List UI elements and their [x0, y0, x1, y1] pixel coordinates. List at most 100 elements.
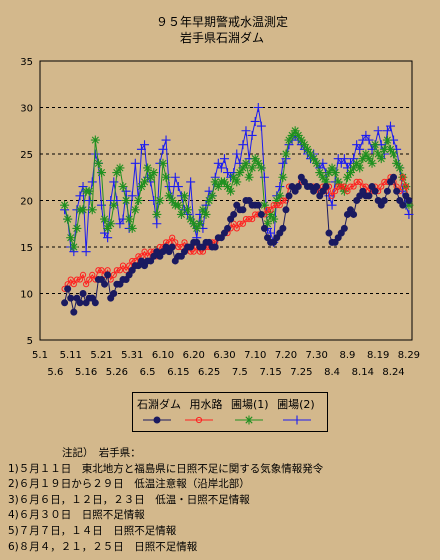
data-point: [147, 248, 154, 255]
data-point: [140, 177, 150, 187]
x-tick-label: 8.19: [367, 350, 389, 361]
data-point: [373, 126, 383, 136]
data-point: [327, 200, 337, 210]
data-point: [309, 154, 319, 164]
data-point: [78, 205, 88, 215]
data-point: [109, 200, 119, 210]
data-point: [404, 200, 414, 210]
data-point: [294, 183, 302, 191]
chart-title-line-1: ９５年早期警戒水温測定: [156, 14, 288, 29]
data-point: [266, 209, 276, 219]
data-point: [84, 186, 94, 196]
data-point: [115, 163, 125, 173]
data-point: [405, 197, 413, 204]
data-point: [83, 281, 90, 288]
data-point: [259, 200, 269, 210]
data-point: [242, 216, 250, 223]
data-point: [247, 130, 257, 140]
data-point: [121, 186, 131, 196]
data-point: [100, 228, 110, 238]
data-point: [176, 209, 186, 219]
data-point: [146, 172, 156, 182]
data-point: [70, 308, 78, 316]
data-point: [170, 172, 180, 182]
data-point: [178, 243, 185, 251]
series-line: [64, 175, 410, 290]
data-point: [364, 135, 374, 145]
data-point: [290, 126, 300, 136]
data-point: [238, 163, 248, 173]
data-point: [333, 177, 343, 187]
data-point: [79, 290, 87, 297]
data-point: [112, 168, 122, 178]
x-tick-label: 5.1: [32, 350, 48, 361]
data-point: [395, 163, 405, 173]
data-point: [186, 177, 196, 187]
data-point: [70, 281, 77, 288]
legend-marker: [195, 416, 203, 424]
data-point: [172, 239, 179, 246]
data-point: [367, 158, 377, 168]
data-point: [385, 121, 395, 131]
data-point: [352, 158, 362, 168]
data-point: [238, 140, 248, 150]
data-point: [198, 205, 208, 215]
data-point: [256, 163, 266, 173]
x-tick-label: 6.25: [198, 367, 220, 378]
data-point: [143, 163, 153, 173]
y-tick-label: 20: [20, 197, 33, 208]
data-point: [338, 183, 345, 190]
data-point: [110, 290, 118, 297]
data-point: [235, 168, 245, 178]
data-point: [173, 182, 183, 192]
data-point: [219, 177, 229, 187]
data-point: [86, 276, 93, 283]
data-point: [315, 168, 325, 178]
legend-label-field-1: 圃場(1): [231, 398, 269, 411]
data-point: [239, 206, 247, 214]
data-point: [254, 201, 262, 209]
data-point: [371, 187, 379, 195]
data-point: [204, 186, 214, 196]
data-point: [259, 172, 269, 182]
data-point: [342, 172, 352, 182]
data-point: [189, 219, 199, 229]
data-point: [379, 144, 389, 154]
x-tick-label: 5.31: [121, 350, 143, 361]
data-point: [96, 168, 106, 178]
data-point: [229, 172, 239, 182]
data-point: [116, 267, 124, 274]
data-point: [364, 154, 374, 164]
data-point: [278, 172, 288, 182]
data-point: [183, 205, 193, 215]
data-point: [213, 158, 223, 168]
data-point: [149, 168, 159, 178]
data-point: [79, 271, 87, 278]
legend-marker: [153, 416, 161, 424]
series-line: [64, 129, 410, 248]
chart-legend: 石淵ダム 用水路 圃場(1) 圃場(2): [132, 392, 328, 432]
x-tick-label: 7.30: [306, 350, 328, 361]
data-point: [390, 173, 398, 181]
data-point: [318, 172, 328, 182]
data-point: [166, 239, 173, 246]
legend-label-field-2: 圃場(2): [277, 398, 315, 411]
data-point: [109, 177, 119, 187]
data-point: [335, 183, 342, 190]
data-point: [252, 211, 259, 218]
x-tick-label: 6.5: [140, 367, 156, 378]
data-point: [115, 219, 125, 229]
data-point: [213, 182, 223, 192]
data-point: [250, 116, 260, 126]
data-point: [61, 299, 69, 307]
data-point: [346, 168, 356, 178]
x-tick-label: 5.26: [106, 367, 128, 378]
data-point: [91, 299, 99, 307]
data-point: [327, 163, 337, 173]
data-point: [118, 182, 128, 192]
note-item-6: 6)８月４，２１，２５日 日照不足情報: [8, 540, 198, 553]
data-point: [93, 158, 103, 168]
data-point: [361, 130, 371, 140]
data-point: [324, 168, 334, 178]
data-point: [321, 177, 331, 187]
